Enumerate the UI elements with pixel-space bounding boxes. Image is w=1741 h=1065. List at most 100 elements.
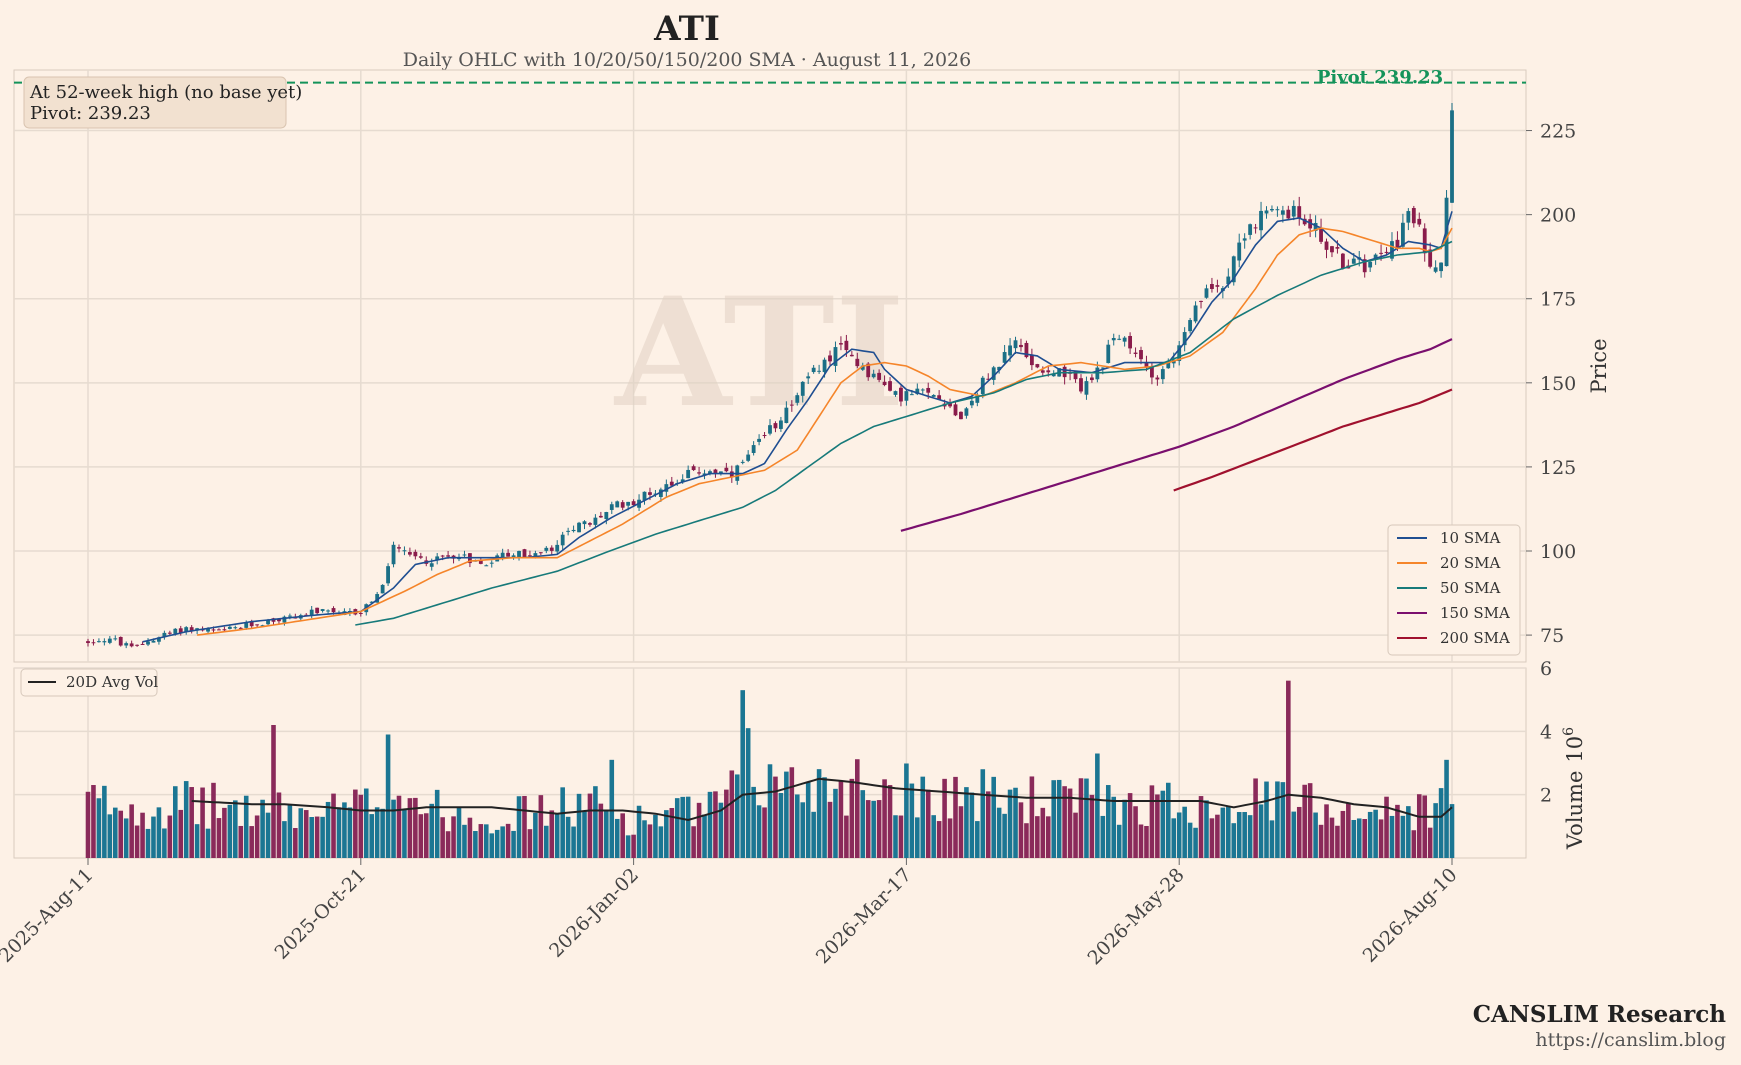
candle: [1117, 334, 1122, 341]
candle-body: [893, 391, 898, 395]
candle-body: [615, 501, 620, 508]
volume-bar: [1362, 819, 1367, 858]
legend-label: 50 SMA: [1440, 579, 1500, 597]
candle-body: [1428, 249, 1433, 267]
candle: [1160, 366, 1165, 384]
volume-bar: [664, 810, 669, 858]
volume-bar: [1416, 794, 1422, 858]
candle-body: [386, 566, 390, 584]
pivot-label: Pivot 239.23: [1317, 67, 1443, 88]
candle: [768, 419, 772, 436]
volume-bar: [816, 769, 822, 858]
volume-bar: [396, 795, 402, 858]
volume-bar: [784, 771, 789, 858]
volume-bar: [707, 791, 713, 858]
candle: [386, 563, 390, 586]
candle: [544, 546, 549, 554]
volume-bar: [865, 800, 871, 858]
candle-body: [1019, 344, 1023, 348]
candle: [1270, 205, 1274, 213]
volume-bar: [1427, 827, 1433, 858]
candle-body: [97, 641, 101, 643]
volume-bar: [434, 789, 440, 858]
candle: [588, 522, 592, 527]
candle: [320, 608, 325, 613]
volume-bar: [451, 816, 456, 858]
candle: [402, 546, 407, 556]
candle: [746, 450, 751, 463]
candle-body: [598, 515, 603, 518]
avg-volume-line: [191, 777, 1453, 822]
volume-bar: [533, 812, 538, 858]
volume-bar: [1007, 789, 1013, 858]
volume-bar: [942, 778, 947, 858]
volume-bar: [1133, 806, 1138, 858]
volume-bar: [363, 788, 369, 858]
x-axis: 2025-Aug-11 2025-Oct-21 2026-Jan-02 2026-Ma…: [0, 858, 1462, 969]
volume-bar: [1215, 814, 1220, 858]
volume-bar: [265, 812, 271, 858]
candle: [1297, 196, 1302, 226]
volume-bar: [674, 798, 680, 858]
candle-body: [664, 484, 669, 492]
volume-bar: [129, 804, 134, 858]
volume-bar: [1406, 806, 1411, 858]
candle-body: [418, 556, 423, 558]
candle: [795, 392, 800, 406]
candle: [882, 375, 887, 387]
volume-bar: [391, 799, 396, 858]
candle-body: [828, 355, 832, 362]
candle: [800, 381, 805, 403]
volume-bar: [691, 826, 696, 858]
volume-bar: [1105, 785, 1111, 858]
candle-body: [877, 372, 882, 380]
candle: [1084, 376, 1089, 400]
candle-body: [986, 378, 991, 380]
volume-bar: [609, 759, 615, 858]
volume-bar: [767, 764, 773, 858]
candle-body: [1439, 262, 1443, 272]
volume-bar: [1395, 804, 1400, 858]
candle-body: [1335, 247, 1340, 249]
x-tick-label: 2026-May-28: [1083, 864, 1188, 969]
volume-bar: [582, 810, 587, 858]
candle: [189, 625, 194, 634]
volume-bar: [298, 808, 304, 858]
volume-bar: [407, 798, 413, 858]
volume-bar: [1051, 780, 1057, 858]
volume-bar: [173, 786, 178, 858]
candle: [1122, 336, 1127, 347]
candle-body: [1270, 209, 1274, 211]
volume-bar: [936, 821, 942, 858]
candle: [549, 545, 554, 555]
candle-body: [1150, 366, 1154, 378]
candle: [1002, 344, 1007, 366]
candle: [751, 441, 756, 456]
candle-body: [358, 612, 363, 614]
volume-bar: [156, 807, 162, 858]
brand-url: https://canslim.blog: [1535, 1029, 1726, 1051]
candle-body: [222, 629, 227, 631]
volume-bar: [1149, 785, 1155, 858]
candle: [615, 500, 620, 508]
volume-bar: [833, 788, 838, 858]
candle: [522, 548, 527, 559]
candle-body: [926, 387, 931, 393]
candle: [931, 394, 936, 397]
volume-bar: [991, 776, 996, 858]
candle: [871, 369, 876, 379]
candle: [107, 636, 112, 645]
volume-bar: [1122, 799, 1127, 858]
candle-body: [577, 522, 581, 533]
candle-body: [1313, 222, 1318, 231]
candle: [124, 641, 129, 649]
candle: [184, 626, 189, 635]
volume-bar: [642, 820, 647, 858]
candle: [102, 638, 107, 646]
volume-bar: [402, 809, 407, 858]
volume-bar: [385, 734, 391, 858]
volume-bar: [102, 785, 107, 858]
candle: [806, 372, 811, 384]
candle-body: [413, 551, 418, 557]
candle: [375, 591, 380, 603]
